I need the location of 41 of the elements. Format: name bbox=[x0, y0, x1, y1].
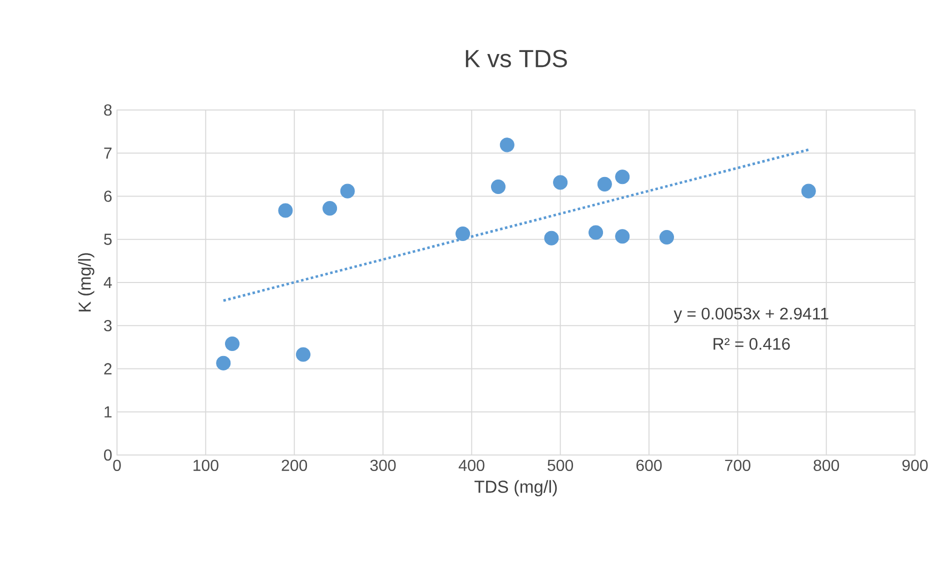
chart-title: K vs TDS bbox=[466, 50, 567, 68]
point bbox=[491, 179, 506, 194]
annotation: R² = 0.416 bbox=[714, 338, 790, 350]
point bbox=[216, 356, 231, 370]
y-tick-label: 3 bbox=[104, 320, 112, 332]
point bbox=[659, 230, 674, 244]
point bbox=[456, 226, 470, 242]
y-axis-title: K (mg/l) bbox=[78, 253, 94, 312]
point bbox=[801, 184, 816, 198]
y-tick-label: 8 bbox=[104, 104, 112, 116]
x-tick-label: 800 bbox=[814, 460, 840, 472]
point bbox=[278, 203, 293, 218]
point bbox=[615, 170, 630, 184]
x-tick-label: 600 bbox=[636, 460, 662, 472]
point bbox=[500, 138, 514, 152]
x-tick-label: 200 bbox=[282, 460, 308, 472]
x-axis-title: TDS (mg/l) bbox=[474, 480, 557, 496]
point bbox=[296, 347, 310, 362]
x-tick-label: 0 bbox=[113, 460, 121, 472]
x-tick-label: 400 bbox=[458, 460, 484, 472]
point bbox=[225, 336, 240, 352]
x-tick-label: 900 bbox=[902, 460, 928, 472]
x-tick-label: 100 bbox=[194, 460, 218, 472]
y-tick-label: 6 bbox=[104, 190, 112, 202]
y-tick-label: 4 bbox=[104, 277, 112, 288]
point bbox=[544, 230, 559, 246]
point bbox=[615, 229, 630, 244]
y-tick-label: 5 bbox=[104, 234, 112, 245]
point bbox=[597, 176, 612, 192]
x-tick-label: 500 bbox=[548, 460, 574, 472]
x-tick-label: 300 bbox=[370, 460, 396, 472]
point bbox=[553, 175, 568, 190]
point bbox=[322, 201, 338, 216]
y-tick-label: 1 bbox=[104, 406, 112, 418]
y-tick-label: 7 bbox=[104, 148, 112, 159]
annotation: y = 0.0053x + 2.9411 bbox=[674, 308, 828, 323]
y-tick-label: 2 bbox=[104, 363, 112, 374]
point bbox=[340, 184, 355, 198]
x-tick-label: 700 bbox=[725, 460, 750, 472]
point bbox=[588, 225, 604, 240]
y-tick-label: 0 bbox=[104, 449, 112, 461]
